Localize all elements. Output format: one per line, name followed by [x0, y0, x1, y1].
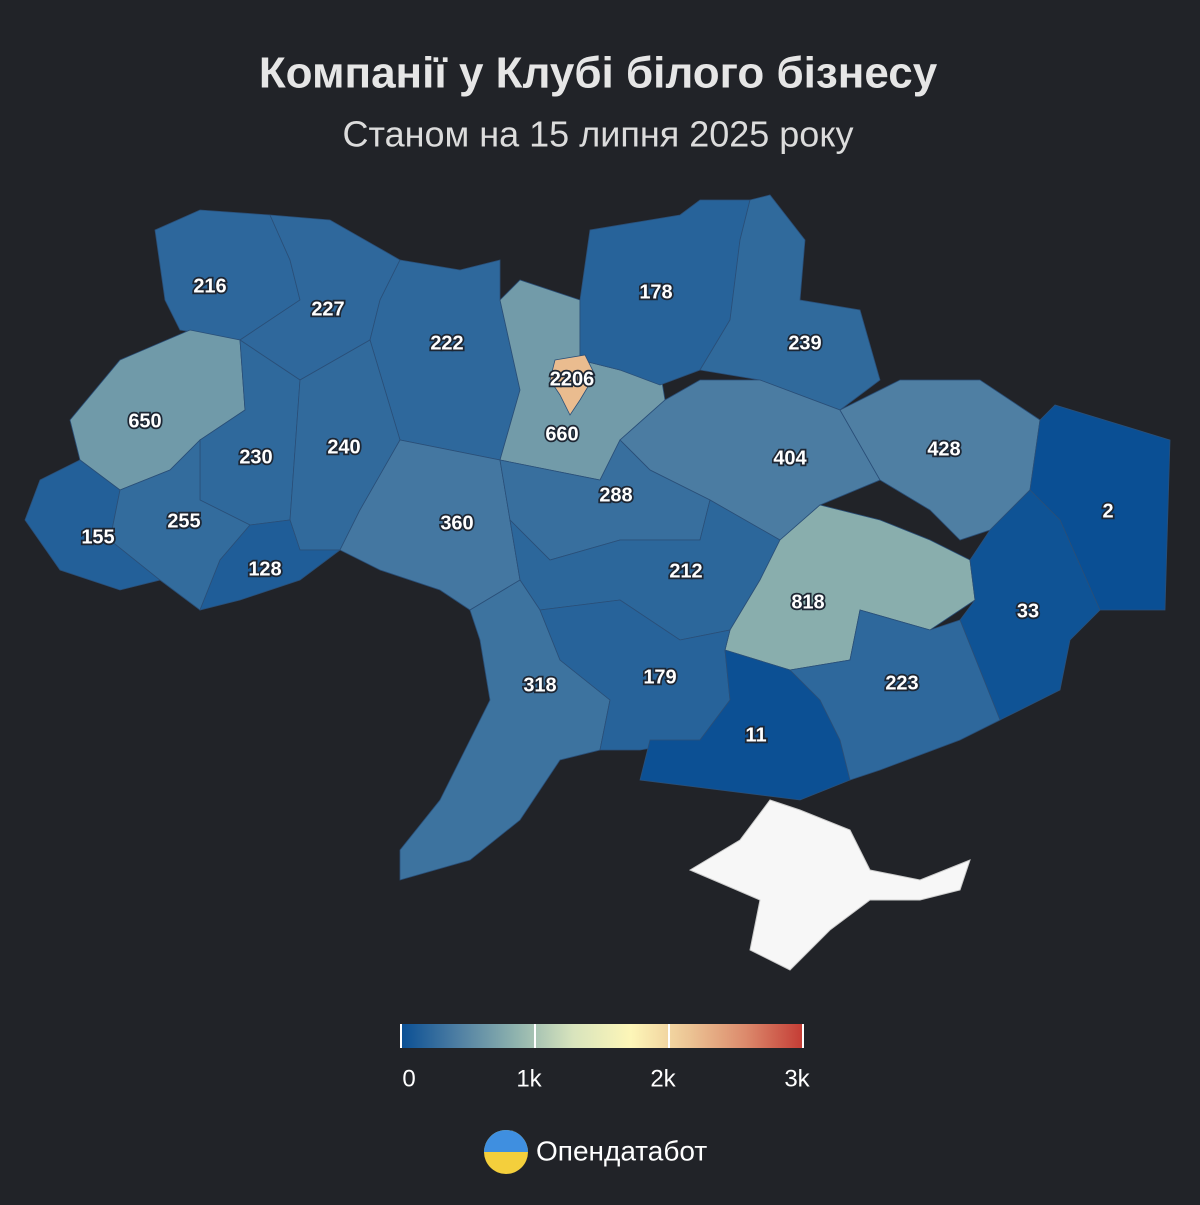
- region-label: 11: [745, 724, 766, 746]
- region-label: 255: [167, 510, 200, 532]
- region-label: 318: [523, 674, 556, 696]
- region-label: 2: [1102, 500, 1113, 522]
- region-label: 818: [791, 591, 824, 613]
- title: Компанії у Клубі білого бізнесу: [259, 49, 938, 98]
- legend-tick-label: 3k: [784, 1065, 810, 1092]
- region-label: 128: [248, 558, 281, 580]
- legend-bar: [401, 1024, 803, 1048]
- region-label: 428: [927, 438, 960, 460]
- crimea: [688, 799, 971, 971]
- region-label: 179: [643, 666, 676, 688]
- region-label: 230: [239, 446, 272, 468]
- legend-tick-label: 1k: [516, 1065, 542, 1092]
- region-label: 660: [545, 423, 578, 445]
- region-label: 239: [788, 332, 821, 354]
- region-label: 360: [440, 512, 473, 534]
- region: [549, 354, 596, 416]
- region-label: 33: [1017, 600, 1039, 622]
- legend: 0 1k 2k 3k: [400, 1024, 811, 1092]
- region: [959, 489, 1101, 721]
- legend-tick-label: 2k: [650, 1065, 676, 1092]
- region-label: 155: [81, 526, 114, 548]
- region: [639, 649, 851, 801]
- region-label: 223: [885, 672, 918, 694]
- subtitle: Станом на 15 липня 2025 року: [343, 114, 854, 155]
- logo-top: [484, 1130, 528, 1152]
- region-label: 212: [669, 560, 702, 582]
- region-label: 2206: [550, 368, 595, 390]
- legend-tick-label: 0: [402, 1065, 415, 1092]
- region-labels: 216 227 222 2206 660 178 239 650 230 240 404 428 2 15…: [80, 274, 1116, 749]
- region-label: 288: [599, 484, 632, 506]
- regions: [24, 194, 1171, 881]
- region-label: 404: [773, 447, 807, 469]
- brand: Опендатабот: [536, 1135, 707, 1166]
- region: [789, 609, 1001, 781]
- region-label: 216: [193, 275, 226, 297]
- region-label: 222: [430, 332, 463, 354]
- region-label: 240: [327, 436, 360, 458]
- region-label: 650: [128, 410, 161, 432]
- region-label: 227: [311, 298, 344, 320]
- region: [199, 519, 342, 611]
- region-label: 178: [639, 281, 672, 303]
